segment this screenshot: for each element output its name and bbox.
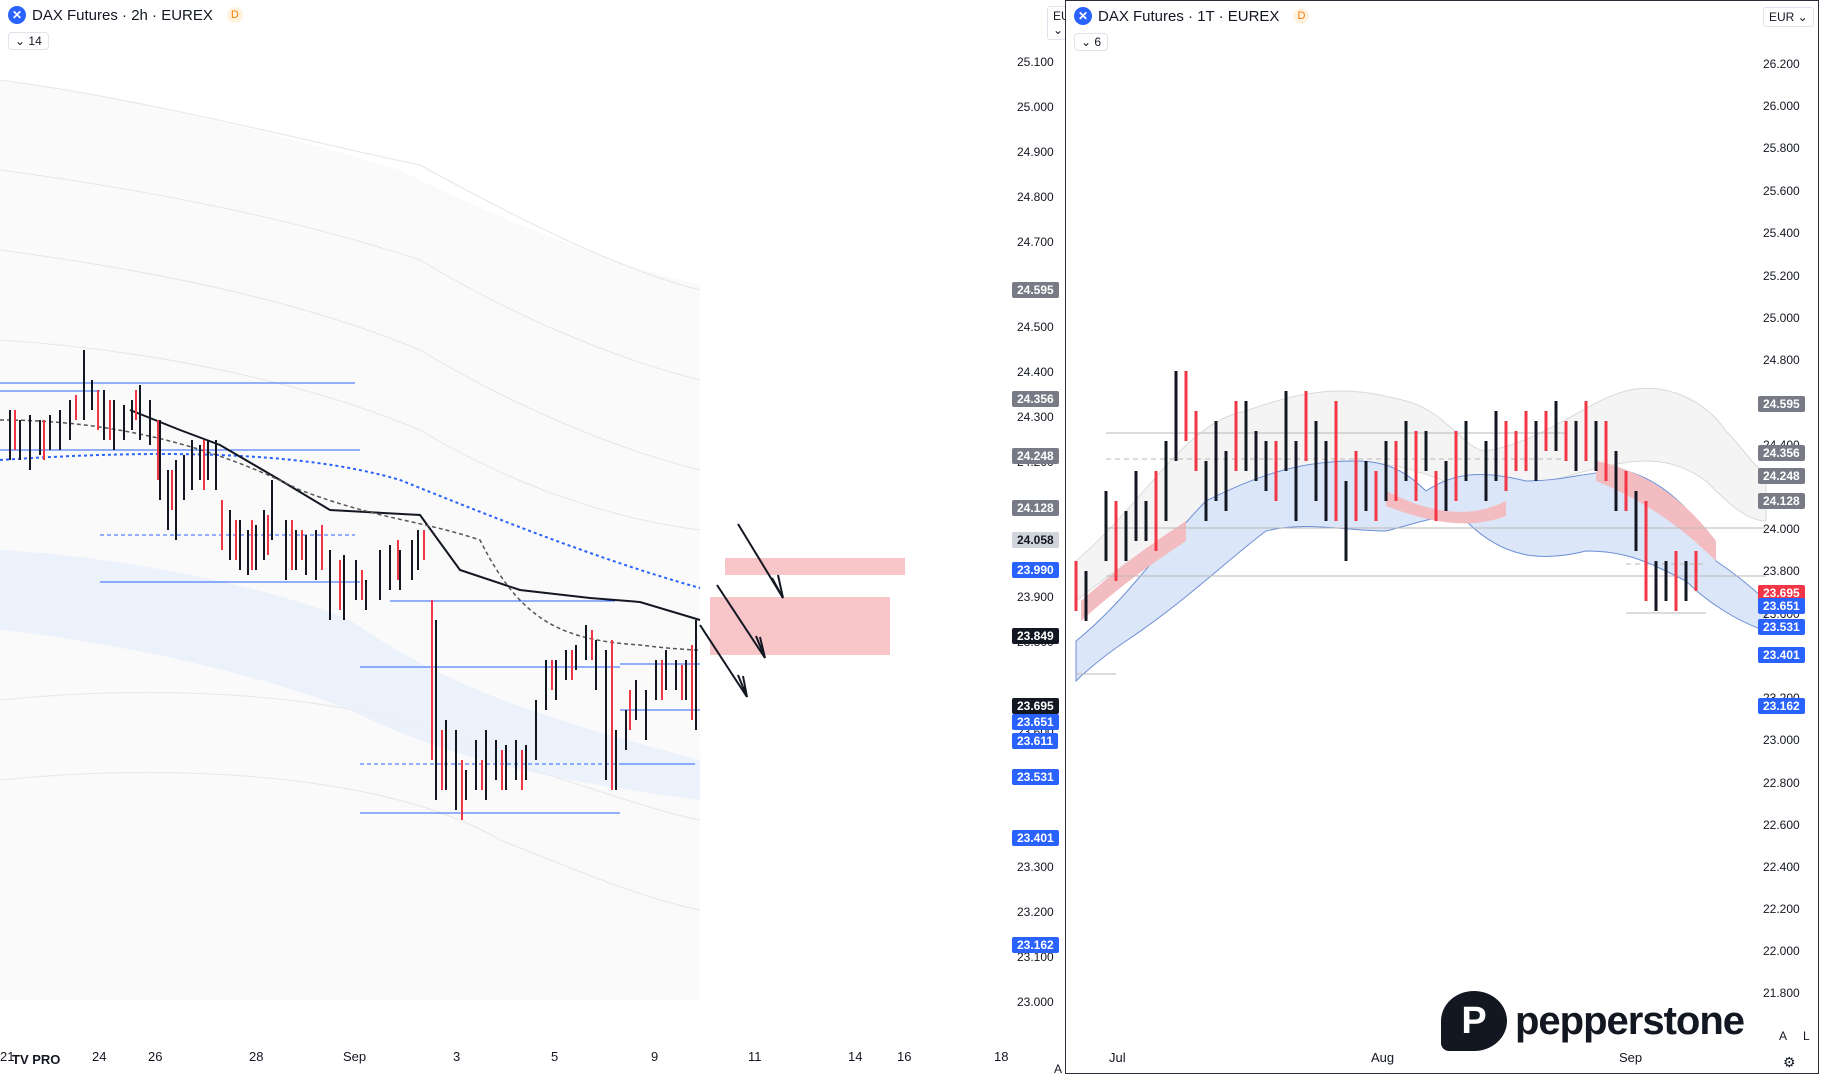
settings-gear-icon[interactable]: ⚙: [1783, 1054, 1796, 1070]
left-price-tick: 24.500: [1017, 320, 1054, 334]
right-symbol-title: DAX Futures · 1T · EUREX: [1098, 7, 1280, 25]
right-price-tick: 24.000: [1763, 522, 1800, 536]
pepperstone-brand: P pepperstone: [1441, 991, 1745, 1051]
right-price-badge: 23.531: [1758, 619, 1805, 635]
left-price-badge: 24.058: [1012, 532, 1059, 548]
left-time-label: 16: [897, 1049, 912, 1064]
tradingview-logo[interactable]: TV PRO: [12, 1052, 60, 1067]
left-price-tick: 24.700: [1017, 235, 1054, 249]
right-price-tick: 22.400: [1763, 860, 1800, 874]
right-log-button[interactable]: L: [1803, 1029, 1810, 1043]
left-indicator-count: 14: [28, 34, 42, 48]
left-time-label: 5: [551, 1049, 559, 1064]
right-price-tick: 25.000: [1763, 311, 1800, 325]
left-price-badge: 24.128: [1012, 500, 1059, 516]
right-price-badge: 23.651: [1758, 598, 1805, 614]
left-price-tick: 25.100: [1017, 55, 1054, 69]
left-price-badge: 24.595: [1012, 282, 1059, 298]
right-price-tick: 21.800: [1763, 986, 1800, 1000]
left-price-badge: 23.611: [1012, 733, 1059, 749]
left-time-label: 24: [92, 1049, 107, 1064]
left-price-tick: 24.300: [1017, 410, 1054, 424]
left-time-label: 14: [848, 1049, 863, 1064]
right-time-label: Sep: [1619, 1050, 1643, 1065]
right-time-label: Jul: [1109, 1050, 1126, 1065]
left-price-tick: 25.000: [1017, 100, 1054, 114]
pepperstone-wordmark: pepperstone: [1515, 998, 1745, 1043]
left-price-badge: 23.695: [1012, 698, 1059, 714]
left-chart-canvas[interactable]: [0, 0, 1063, 1074]
left-auto-button[interactable]: A: [1054, 1062, 1063, 1076]
right-price-tick: 22.000: [1763, 944, 1800, 958]
left-price-badge: 23.531: [1012, 769, 1059, 785]
left-price-tick: 24.400: [1017, 365, 1054, 379]
left-time-label: 9: [651, 1049, 659, 1064]
left-time-label: 28: [249, 1049, 264, 1064]
left-time-label: 11: [748, 1049, 762, 1064]
left-price-badge: 24.248: [1012, 448, 1059, 464]
right-currency-button[interactable]: EUR ⌄: [1763, 7, 1814, 27]
right-auto-button[interactable]: A: [1779, 1029, 1788, 1043]
right-price-tick: 25.400: [1763, 226, 1800, 240]
left-symbol-title: DAX Futures · 2h · EUREX: [32, 6, 213, 24]
pepperstone-logo-icon: P: [1441, 991, 1507, 1051]
right-price-tick: 22.800: [1763, 776, 1800, 790]
left-time-label: 21: [0, 1049, 15, 1064]
right-indicator-count: 6: [1094, 35, 1102, 49]
right-price-tick: 23.800: [1763, 564, 1800, 578]
right-price-tick: 22.200: [1763, 902, 1800, 916]
left-price-badge: 23.162: [1012, 937, 1059, 953]
right-price-badge: 23.401: [1758, 647, 1805, 663]
right-price-badge: 24.595: [1758, 396, 1805, 412]
right-price-tick: 25.200: [1763, 269, 1800, 283]
left-price-tick: 23.900: [1017, 590, 1054, 604]
left-chart-pane[interactable]: ✕ DAX Futures · 2h · EUREX D ⌄ 14 EUR ⌄ …: [0, 0, 1085, 1076]
tradingview-logo-text: TV PRO: [12, 1052, 61, 1067]
left-time-label: 3: [453, 1049, 461, 1064]
exchange-logo-icon: ✕: [1074, 7, 1092, 25]
left-price-tick: 23.000: [1017, 995, 1054, 1009]
left-time-label: 18: [994, 1049, 1009, 1064]
left-price-tick: 24.900: [1017, 145, 1054, 159]
data-badge-icon: D: [226, 7, 243, 23]
right-price-badge: 23.695: [1758, 585, 1805, 601]
right-price-tick: 25.600: [1763, 184, 1800, 198]
right-price-tick: 22.600: [1763, 818, 1800, 832]
left-price-badge: 24.356: [1012, 391, 1059, 407]
right-price-tick: 25.800: [1763, 141, 1800, 155]
right-time-label: Aug: [1371, 1050, 1395, 1065]
left-price-tick: 23.200: [1017, 905, 1054, 919]
right-price-tick: 23.000: [1763, 733, 1800, 747]
left-time-label: 26: [148, 1049, 163, 1064]
right-chart-pane[interactable]: ✕ DAX Futures · 1T · EUREX D ⌄ 6 EUR ⌄ 2…: [1065, 0, 1819, 1074]
left-price-tick: 23.300: [1017, 860, 1054, 874]
left-price-badge: 23.401: [1012, 830, 1059, 846]
right-price-badge: 24.128: [1758, 493, 1805, 509]
right-price-tick: 26.000: [1763, 99, 1800, 113]
left-price-badge: 23.651: [1012, 714, 1059, 730]
left-indicator-toggle[interactable]: ⌄ 14: [8, 32, 49, 50]
left-symbol-header[interactable]: ✕ DAX Futures · 2h · EUREX D: [8, 6, 243, 24]
left-price-badge: 23.849: [1012, 628, 1059, 644]
exchange-logo-icon: ✕: [8, 6, 26, 24]
right-price-badge: 24.356: [1758, 445, 1805, 461]
right-price-badge: 24.248: [1758, 468, 1805, 484]
right-price-badge: 23.162: [1758, 698, 1805, 714]
right-currency-label: EUR: [1769, 10, 1795, 24]
right-price-tick: 24.800: [1763, 353, 1800, 367]
data-badge-icon: D: [1293, 8, 1310, 24]
right-price-tick: 26.200: [1763, 57, 1800, 71]
right-symbol-header[interactable]: ✕ DAX Futures · 1T · EUREX D: [1074, 7, 1310, 25]
right-chart-canvas[interactable]: [1066, 1, 1820, 1075]
right-indicator-toggle[interactable]: ⌄ 6: [1074, 33, 1109, 51]
left-price-badge: 23.990: [1012, 562, 1059, 578]
left-time-label: Sep: [343, 1049, 367, 1064]
left-price-tick: 24.800: [1017, 190, 1054, 204]
left-price-tick: 23.100: [1017, 950, 1054, 964]
